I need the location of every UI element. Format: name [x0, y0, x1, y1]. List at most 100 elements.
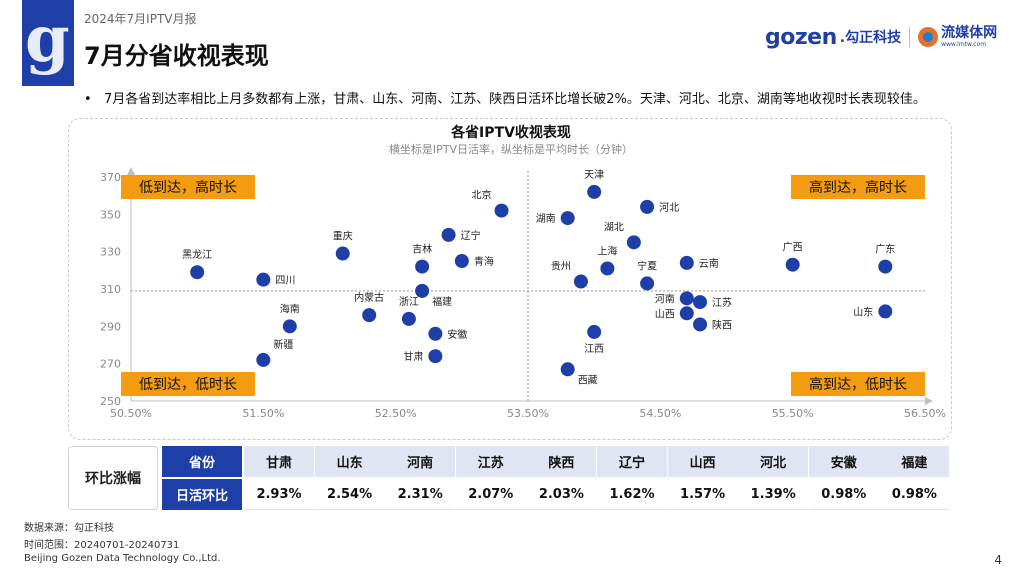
table-province-cell: 河北 — [738, 446, 809, 477]
gozen-brand: gozen — [765, 24, 837, 50]
brand-logos: gozen .勾正科技 流媒体网 www.lmtw.com — [765, 22, 997, 52]
table-province-cell: 甘肃 — [244, 446, 314, 477]
summary-bullet: • 7月各省到达率相比上月多数都有上涨，甘肃、山东、河南、江苏、陕西日活环比增长… — [84, 90, 954, 109]
lmtw-brand: 流媒体网 www.lmtw.com — [918, 26, 997, 48]
data-point — [560, 362, 575, 377]
table-value-cell: 2.54% — [314, 479, 385, 510]
gozen-logo-block: g — [22, 0, 74, 86]
table-value-cell: 0.98% — [879, 479, 950, 510]
gozen-brand-cn: .勾正科技 — [839, 30, 902, 46]
x-tick-label: 52.50% — [375, 407, 417, 420]
table-province-cell: 安徽 — [808, 446, 879, 477]
table-province-cell: 陕西 — [526, 446, 597, 477]
data-point — [362, 308, 377, 323]
table-value-cell: 2.93% — [244, 479, 314, 510]
chart-subtitle: 横坐标是IPTV日活率，纵坐标是平均时长（分钟） — [389, 142, 633, 156]
point-label: 湖南 — [536, 212, 556, 225]
point-label: 西藏 — [578, 374, 598, 386]
quadrant-label-bottom-left: 低到达，低时长 — [139, 377, 237, 393]
point-label: 广西 — [783, 242, 803, 254]
data-point — [573, 274, 588, 289]
data-point — [600, 261, 615, 276]
table-value-cell: 2.31% — [385, 479, 456, 510]
data-point — [640, 276, 655, 291]
y-tick-label: 270 — [100, 358, 121, 371]
table-header-label: 省份 — [162, 446, 242, 477]
table-province-cell: 河南 — [385, 446, 456, 477]
data-point — [679, 306, 694, 321]
table-province-cell: 江苏 — [455, 446, 526, 477]
point-label: 海南 — [280, 302, 300, 315]
table-value-cell: 2.03% — [526, 479, 597, 510]
quadrant-label-top-right: 高到达，高时长 — [809, 179, 907, 196]
point-label: 云南 — [699, 257, 719, 270]
quadrant-label-bottom-right: 高到达，低时长 — [809, 376, 907, 393]
point-label: 天津 — [584, 169, 604, 181]
data-point — [878, 304, 893, 319]
x-tick-label: 50.50% — [110, 407, 152, 420]
table-value-cell: 2.07% — [455, 479, 526, 510]
x-tick-label: 51.50% — [242, 407, 284, 420]
data-point — [693, 317, 708, 332]
point-label: 江西 — [584, 343, 604, 355]
data-point — [415, 283, 430, 298]
report-label: 2024年7月IPTV月报 — [84, 12, 197, 26]
data-point — [454, 254, 469, 268]
quadrant-label-top-left: 低到达，高时长 — [139, 179, 237, 196]
point-label: 黑龙江 — [182, 248, 212, 261]
quadrant-label-bottom-right-box — [791, 372, 925, 396]
quadrant-label-bottom-left-box — [121, 372, 255, 396]
growth-table: 环比涨幅 省份 日活环比 甘肃 2.93% 山东 2.54% 河南 2.31% 江苏 2.07% 陕… — [68, 446, 952, 510]
chart-frame: 各省IPTV收视表现 横坐标是IPTV日活率，纵坐标是平均时长（分钟） 50.50%… — [68, 118, 952, 440]
page-title: 7月分省收视表现 — [84, 42, 269, 70]
point-label: 浙江 — [399, 296, 419, 308]
data-point — [693, 295, 708, 310]
data-point — [785, 257, 800, 272]
point-label: 江苏 — [712, 296, 732, 309]
y-tick-label: 310 — [100, 283, 121, 296]
table-value-cell: 1.62% — [597, 479, 667, 510]
point-label: 广东 — [875, 243, 895, 256]
point-label: 四川 — [275, 276, 295, 287]
point-label: 青海 — [474, 255, 494, 268]
data-point — [428, 326, 443, 341]
point-label: 辽宁 — [461, 229, 481, 242]
table-value-cell: 1.57% — [667, 479, 738, 510]
data-point — [401, 311, 416, 326]
point-label: 吉林 — [412, 243, 432, 256]
point-label: 陕西 — [712, 318, 732, 331]
x-axis-arrow-icon — [925, 397, 933, 405]
data-point — [679, 291, 694, 306]
point-label: 山东 — [853, 305, 873, 318]
point-label: 安徽 — [447, 328, 467, 341]
quadrant-label-top-right-box — [791, 175, 925, 199]
y-tick-label: 250 — [100, 395, 121, 408]
table-province-cell: 山东 — [314, 446, 385, 477]
data-point — [415, 259, 430, 274]
chart-title: 各省IPTV收视表现 — [450, 124, 571, 141]
brand-divider — [909, 27, 911, 47]
table-province-cell: 福建 — [879, 446, 950, 477]
data-point — [626, 235, 641, 250]
data-point — [256, 272, 271, 287]
point-label: 福建 — [432, 295, 452, 308]
data-point — [587, 324, 602, 339]
point-label: 河北 — [659, 202, 679, 214]
point-label: 内蒙古 — [354, 291, 384, 304]
point-label: 上海 — [597, 244, 617, 257]
point-label: 宁夏 — [637, 259, 657, 272]
point-label: 山西 — [655, 308, 675, 320]
point-label: 湖北 — [604, 221, 624, 233]
table-value-cell: 1.39% — [738, 479, 809, 510]
table-value-label: 日活环比 — [162, 479, 242, 510]
lmtw-logo-icon — [918, 27, 939, 47]
y-tick-label: 370 — [100, 171, 121, 184]
data-point — [428, 349, 443, 364]
x-tick-label: 55.50% — [772, 407, 814, 420]
point-label: 河南 — [655, 292, 675, 305]
footer-range: 时间范围：20240701-20240731 — [24, 540, 180, 551]
footer-company: Beijing Gozen Data Technology Co.,Ltd. — [24, 553, 221, 564]
data-point — [335, 246, 350, 261]
x-tick-label: 53.50% — [507, 407, 549, 420]
